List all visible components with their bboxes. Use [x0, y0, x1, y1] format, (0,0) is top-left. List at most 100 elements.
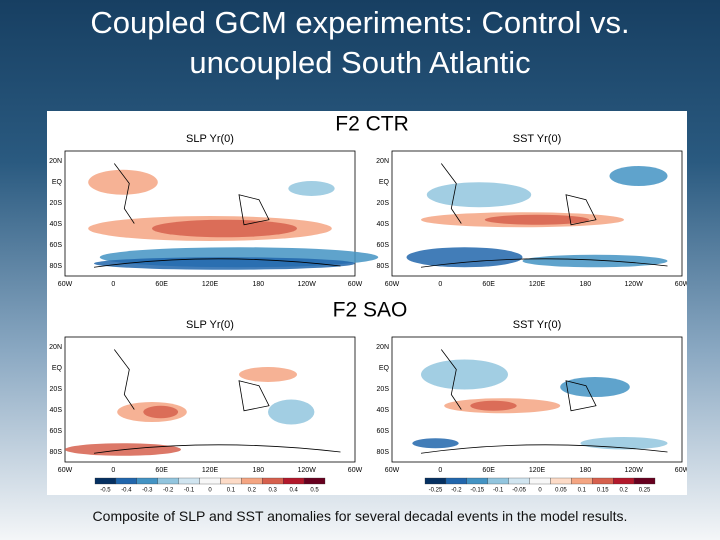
- colorbar-segment: [157, 477, 179, 485]
- lon-label: 120E: [529, 467, 546, 474]
- colorbar-segment: [571, 477, 593, 485]
- colorbar-label: -0.2: [451, 488, 462, 494]
- lat-label: 60S: [377, 428, 390, 435]
- map-area: [64, 336, 356, 463]
- colorbar-segment: [466, 477, 488, 485]
- lon-label: 0: [111, 281, 115, 288]
- lon-label: 180: [252, 281, 264, 288]
- lon-label: 60E: [482, 467, 495, 474]
- colorbar-segment: [550, 477, 572, 485]
- anomaly-region: [239, 367, 297, 382]
- lat-label: EQ: [379, 179, 390, 186]
- lon-label: 120W: [625, 281, 644, 288]
- lat-label: 60S: [377, 242, 390, 249]
- anomaly-region: [522, 254, 668, 268]
- lon-label: 120W: [298, 281, 317, 288]
- colorbar-label: 0.1: [578, 488, 587, 494]
- colorbar-segment: [303, 477, 326, 485]
- colorbar-segment: [94, 477, 117, 485]
- lon-label: 60W: [58, 467, 73, 474]
- colorbar-segment: [633, 477, 656, 485]
- lat-label: 60S: [50, 242, 63, 249]
- lat-label: 20N: [49, 344, 62, 351]
- anomaly-region: [406, 247, 523, 268]
- lat-label: 40S: [377, 221, 390, 228]
- colorbar-label: -0.3: [142, 488, 153, 494]
- colorbar-segment: [592, 477, 614, 485]
- colorbar-label: 0.3: [269, 488, 278, 494]
- anomaly-region: [268, 399, 315, 425]
- lat-label: 40S: [50, 407, 63, 414]
- lat-label: 80S: [377, 449, 390, 456]
- lon-label: 60E: [482, 281, 495, 288]
- colorbar-segment: [115, 477, 137, 485]
- colorbar-label: -0.1: [493, 488, 504, 494]
- lon-label: 180: [252, 467, 264, 474]
- lat-label: EQ: [52, 365, 63, 372]
- colorbar-segment: [424, 477, 447, 485]
- colorbar-segment: [262, 477, 284, 485]
- colorbar-label: -0.1: [184, 488, 195, 494]
- lat-label: 20N: [376, 158, 389, 165]
- lon-label: 0: [111, 467, 115, 474]
- lon-label: 0: [438, 467, 442, 474]
- coastline: [93, 163, 341, 268]
- lon-label: 60W: [348, 467, 363, 474]
- colorbar-label: 0.4: [289, 488, 298, 494]
- lat-label: 40S: [377, 407, 390, 414]
- colorbar-segment: [445, 477, 467, 485]
- lat-label: 80S: [50, 263, 63, 270]
- lat-label: 20S: [50, 386, 63, 393]
- colorbar-label: -0.15: [470, 488, 484, 494]
- title-line: uncoupled South Atlantic: [189, 45, 531, 80]
- map-title: SST Yr(0): [513, 319, 562, 331]
- lat-label: 20S: [377, 200, 390, 207]
- colorbar-segment: [529, 477, 551, 485]
- lon-label: 60W: [58, 281, 73, 288]
- colorbar-label: -0.25: [429, 488, 443, 494]
- anomaly-region: [484, 214, 590, 225]
- lon-label: 60W: [385, 467, 400, 474]
- coastline: [93, 349, 341, 454]
- lat-label: 60S: [50, 428, 63, 435]
- lon-label: 60W: [385, 281, 400, 288]
- title-line: Coupled GCM experiments: Control vs.: [90, 5, 630, 40]
- lat-label: EQ: [379, 365, 390, 372]
- panel-label: F2 SAO: [333, 299, 408, 322]
- lon-label: 60E: [155, 281, 168, 288]
- anomaly-region: [152, 219, 297, 238]
- anomaly-region: [88, 169, 158, 195]
- colorbar-segment: [613, 477, 635, 485]
- lat-label: 20N: [376, 344, 389, 351]
- lon-label: 60W: [675, 281, 687, 288]
- colorbar-segment: [283, 477, 305, 485]
- map-title: SLP Yr(0): [186, 133, 234, 145]
- map-title: SLP Yr(0): [186, 319, 234, 331]
- lon-label: 180: [579, 467, 591, 474]
- lon-label: 120W: [298, 467, 317, 474]
- lon-label: 120E: [202, 467, 219, 474]
- colorbar-label: -0.5: [100, 488, 111, 494]
- lat-label: 40S: [50, 221, 63, 228]
- colorbar-segment: [487, 477, 509, 485]
- colorbar-label: 0.2: [248, 488, 257, 494]
- colorbar-segment: [220, 477, 242, 485]
- lat-label: 80S: [50, 449, 63, 456]
- panel-label: F2 CTR: [335, 113, 409, 136]
- lon-label: 60W: [675, 467, 687, 474]
- map-title: SST Yr(0): [513, 133, 562, 145]
- lat-label: 20N: [49, 158, 62, 165]
- lon-label: 0: [438, 281, 442, 288]
- colorbar-segment: [508, 477, 530, 485]
- anomaly-region: [426, 182, 532, 208]
- lat-label: 20S: [50, 200, 63, 207]
- caption: Composite of SLP and SST anomalies for s…: [92, 508, 628, 524]
- anomaly-region: [560, 377, 630, 397]
- anomaly-region: [143, 405, 179, 419]
- colorbar-label: -0.05: [512, 488, 526, 494]
- anomaly-region: [470, 400, 517, 411]
- figure: F2 CTR F2 SAO SLP Yr(0) 20N EQ 20S 40S 60S 80S 60…: [47, 111, 687, 495]
- lon-label: 120E: [202, 281, 219, 288]
- lon-label: 60W: [348, 281, 363, 288]
